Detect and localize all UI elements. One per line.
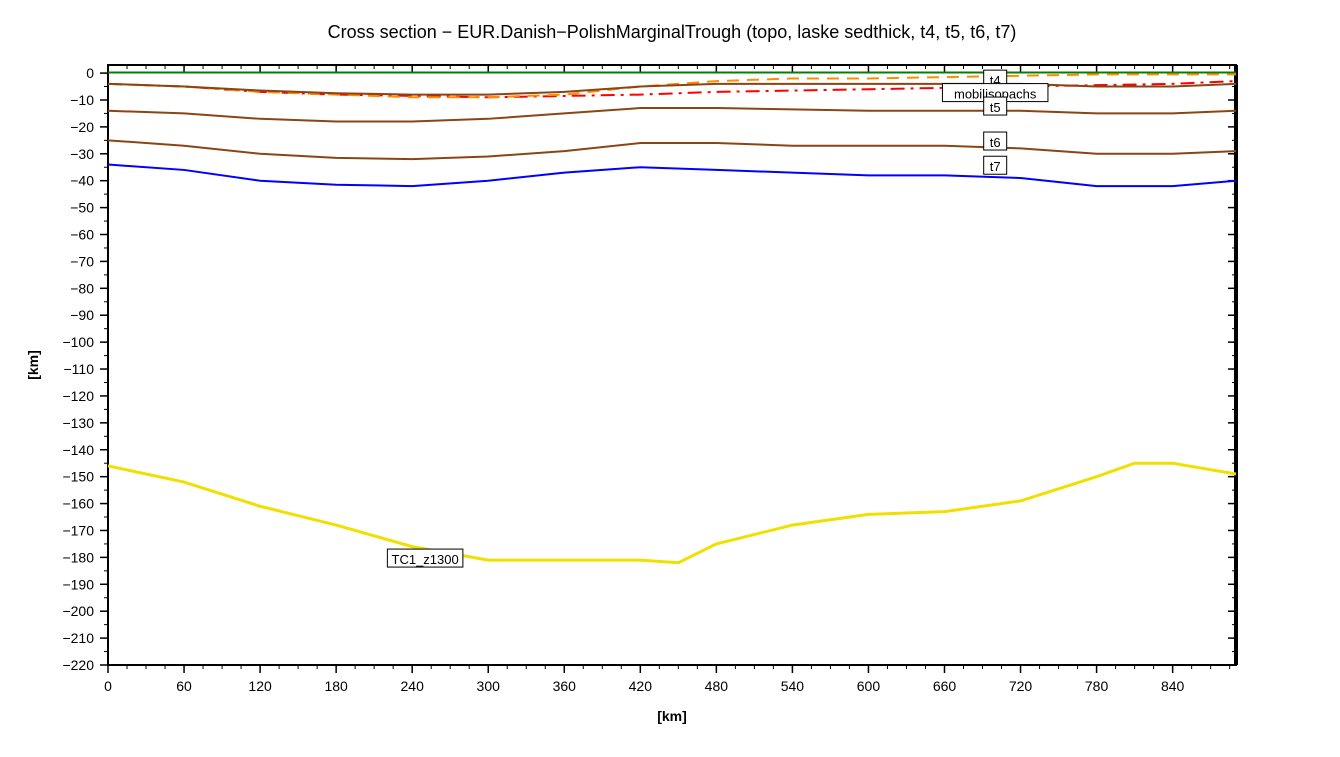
y-tick-label: −140 <box>62 442 94 458</box>
y-tick-label: −60 <box>70 227 94 243</box>
y-axis-label: [km] <box>25 350 41 380</box>
x-tick-label: 780 <box>1085 678 1109 694</box>
y-tick-label: −170 <box>62 522 94 538</box>
y-tick-label: −210 <box>62 630 94 646</box>
y-tick-label: −20 <box>70 119 94 135</box>
x-tick-label: 480 <box>705 678 729 694</box>
x-tick-label: 660 <box>933 678 957 694</box>
y-tick-label: −30 <box>70 146 94 162</box>
annotation-text: t7 <box>990 159 1001 174</box>
x-axis-label: [km] <box>657 708 687 724</box>
x-tick-label: 420 <box>629 678 653 694</box>
y-tick-label: −200 <box>62 603 94 619</box>
y-tick-label: −220 <box>62 657 94 673</box>
x-tick-label: 720 <box>1009 678 1033 694</box>
y-tick-label: 0 <box>86 65 94 81</box>
y-tick-label: −90 <box>70 307 94 323</box>
x-tick-label: 360 <box>553 678 577 694</box>
y-tick-label: −40 <box>70 173 94 189</box>
y-tick-label: −160 <box>62 496 94 512</box>
y-tick-label: −70 <box>70 253 94 269</box>
y-tick-label: −50 <box>70 200 94 216</box>
annotation-text: t6 <box>990 135 1001 150</box>
annotation-text: t5 <box>990 100 1001 115</box>
x-tick-label: 240 <box>401 678 425 694</box>
y-tick-label: −180 <box>62 549 94 565</box>
y-tick-label: −130 <box>62 415 94 431</box>
chart-title: Cross section − EUR.Danish−PolishMargina… <box>328 22 1017 42</box>
y-tick-label: −190 <box>62 576 94 592</box>
annotation-text: TC1_z1300 <box>392 552 459 567</box>
x-tick-label: 180 <box>324 678 348 694</box>
x-tick-label: 300 <box>477 678 501 694</box>
x-tick-label: 120 <box>248 678 272 694</box>
x-tick-label: 540 <box>781 678 805 694</box>
x-tick-label: 0 <box>104 678 112 694</box>
y-tick-label: −150 <box>62 469 94 485</box>
y-tick-label: −110 <box>64 361 95 377</box>
chart-container: Cross section − EUR.Danish−PolishMargina… <box>0 0 1340 757</box>
x-tick-label: 840 <box>1161 678 1185 694</box>
cross-section-chart: Cross section − EUR.Danish−PolishMargina… <box>0 0 1340 757</box>
y-tick-label: −80 <box>70 280 94 296</box>
y-tick-label: −120 <box>62 388 94 404</box>
y-tick-label: −100 <box>62 334 94 350</box>
x-tick-label: 60 <box>176 678 192 694</box>
x-tick-label: 600 <box>857 678 881 694</box>
y-tick-label: −10 <box>70 92 94 108</box>
